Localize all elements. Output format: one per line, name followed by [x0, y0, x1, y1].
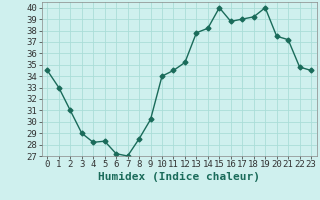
X-axis label: Humidex (Indice chaleur): Humidex (Indice chaleur): [98, 172, 260, 182]
